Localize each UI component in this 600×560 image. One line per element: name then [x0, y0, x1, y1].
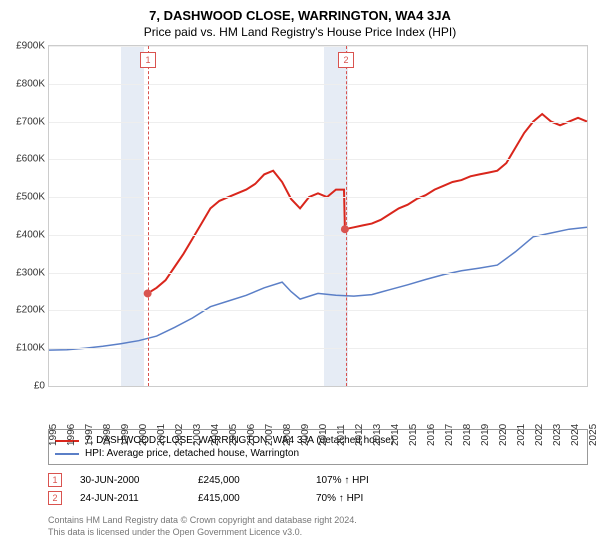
x-tick: 2012: [354, 424, 365, 446]
x-tick: 2020: [498, 424, 509, 446]
y-tick: £600K: [1, 154, 45, 165]
page-title: 7, DASHWOOD CLOSE, WARRINGTON, WA4 3JA: [0, 0, 600, 23]
x-tick: 2009: [300, 424, 311, 446]
x-tick: 2014: [390, 424, 401, 446]
x-tick: 2022: [534, 424, 545, 446]
y-tick: £0: [1, 381, 45, 392]
x-tick: 2024: [570, 424, 581, 446]
x-tick: 2021: [516, 424, 527, 446]
legend-item: HPI: Average price, detached house, Warr…: [55, 447, 581, 460]
sale-marker-1: 1: [140, 52, 156, 68]
sale-marker-2: 2: [338, 52, 354, 68]
y-tick: £700K: [1, 116, 45, 127]
x-tick: 2025: [588, 424, 599, 446]
x-tick: 2005: [228, 424, 239, 446]
x-tick: 2013: [372, 424, 383, 446]
x-tick: 2000: [138, 424, 149, 446]
x-tick: 2003: [192, 424, 203, 446]
x-tick: 1997: [84, 424, 95, 446]
x-tick: 1999: [120, 424, 131, 446]
sale-row: 130-JUN-2000£245,000107% ↑ HPI: [48, 471, 588, 489]
x-tick: 2004: [210, 424, 221, 446]
x-tick: 1995: [48, 424, 59, 446]
series-hpi_warrington: [49, 227, 587, 350]
footer-line2: This data is licensed under the Open Gov…: [48, 527, 588, 539]
chart-area: £0£100K£200K£300K£400K£500K£600K£700K£80…: [48, 45, 588, 387]
y-tick: £100K: [1, 343, 45, 354]
footer-line1: Contains HM Land Registry data © Crown c…: [48, 515, 588, 527]
x-tick: 2017: [444, 424, 455, 446]
y-tick: £900K: [1, 41, 45, 52]
x-tick: 2018: [462, 424, 473, 446]
y-tick: £500K: [1, 192, 45, 203]
y-tick: £400K: [1, 229, 45, 240]
x-axis-ticks: 1995199619971998199920002001200220032004…: [48, 387, 588, 423]
x-tick: 1998: [102, 424, 113, 446]
x-tick: 2007: [264, 424, 275, 446]
y-tick: £800K: [1, 78, 45, 89]
page-subtitle: Price paid vs. HM Land Registry's House …: [0, 23, 600, 45]
sale-row: 224-JUN-2011£415,00070% ↑ HPI: [48, 489, 588, 507]
x-tick: 2008: [282, 424, 293, 446]
y-tick: £300K: [1, 267, 45, 278]
footer-attribution: Contains HM Land Registry data © Crown c…: [48, 515, 588, 538]
x-tick: 2015: [408, 424, 419, 446]
x-tick: 2011: [336, 424, 347, 446]
series-subject_property: [148, 114, 587, 293]
x-tick: 2010: [318, 424, 329, 446]
chart-lines: [49, 46, 587, 386]
x-tick: 2001: [156, 424, 167, 446]
x-tick: 2006: [246, 424, 257, 446]
x-tick: 2023: [552, 424, 563, 446]
x-tick: 2002: [174, 424, 185, 446]
x-tick: 1996: [66, 424, 77, 446]
y-tick: £200K: [1, 305, 45, 316]
x-tick: 2019: [480, 424, 491, 446]
x-tick: 2016: [426, 424, 437, 446]
sales-table: 130-JUN-2000£245,000107% ↑ HPI224-JUN-20…: [48, 471, 588, 507]
